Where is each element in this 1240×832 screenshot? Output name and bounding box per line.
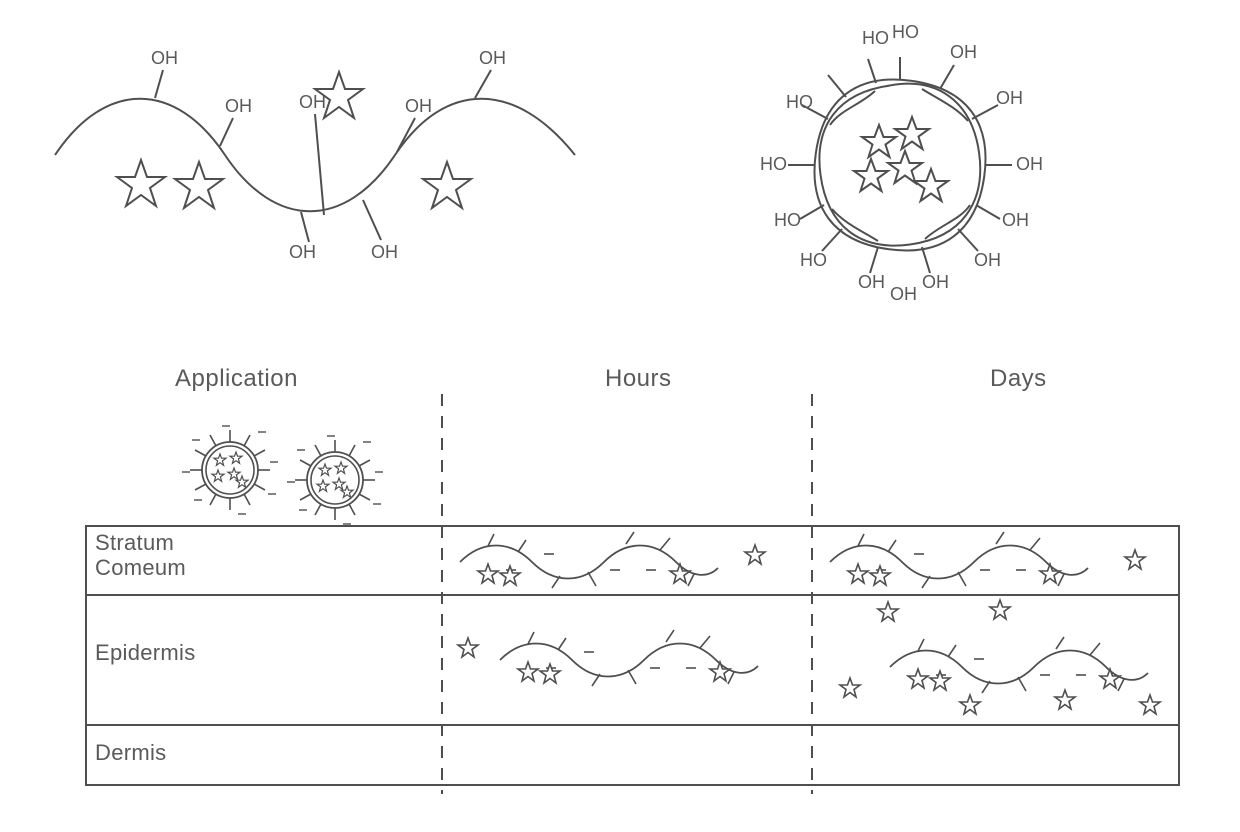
perimeter-oh-label: HO [760, 154, 787, 174]
perimeter-oh-label: OH [890, 284, 917, 304]
oh-label: OH [289, 242, 316, 262]
perimeter-oh-label: OH [974, 250, 1001, 270]
perimeter-oh-label: OH [950, 42, 977, 62]
oh-label: OH [151, 48, 178, 68]
polymer-chain-diagram: OH OH OH OH OH OH OH [65, 40, 565, 260]
perimeter-oh-label: OH [1002, 210, 1029, 230]
perimeter-oh-label: OH [996, 88, 1023, 108]
perimeter-oh-label: OH [1016, 154, 1043, 174]
stage-label-application: Application [175, 365, 298, 393]
applied-nanoparticle-icon [290, 430, 380, 530]
applied-nanoparticle-icon [185, 420, 275, 520]
chain-in-stratum-days [830, 530, 1170, 590]
perimeter-oh-label: HO [862, 28, 889, 48]
oh-label: OH [371, 242, 398, 262]
perimeter-oh-label: HO [786, 92, 813, 112]
oh-label: OH [405, 96, 432, 116]
perimeter-oh-label: HO [892, 22, 919, 42]
layer-label-epidermis: Epidermis [95, 640, 196, 666]
layer-label-dermis: Dermis [95, 740, 166, 766]
nanoparticle-diagram: HO HO OH OH HO OH HO OH HO OH HO OH OH O… [740, 20, 1060, 310]
chain-in-epidermis-hours [450, 620, 790, 690]
chain-in-stratum-hours [460, 530, 790, 590]
layer-label-stratum-corneum: Stratum Comeum [95, 530, 186, 581]
perimeter-oh-label: HO [800, 250, 827, 270]
stage-label-days: Days [990, 365, 1047, 393]
perimeter-oh-label: OH [858, 272, 885, 292]
stage-label-hours: Hours [605, 365, 672, 393]
chain-in-epidermis-days [830, 600, 1180, 730]
perimeter-oh-label: OH [922, 272, 949, 292]
perimeter-oh-label: HO [774, 210, 801, 230]
oh-label: OH [479, 48, 506, 68]
oh-label: OH [225, 96, 252, 116]
